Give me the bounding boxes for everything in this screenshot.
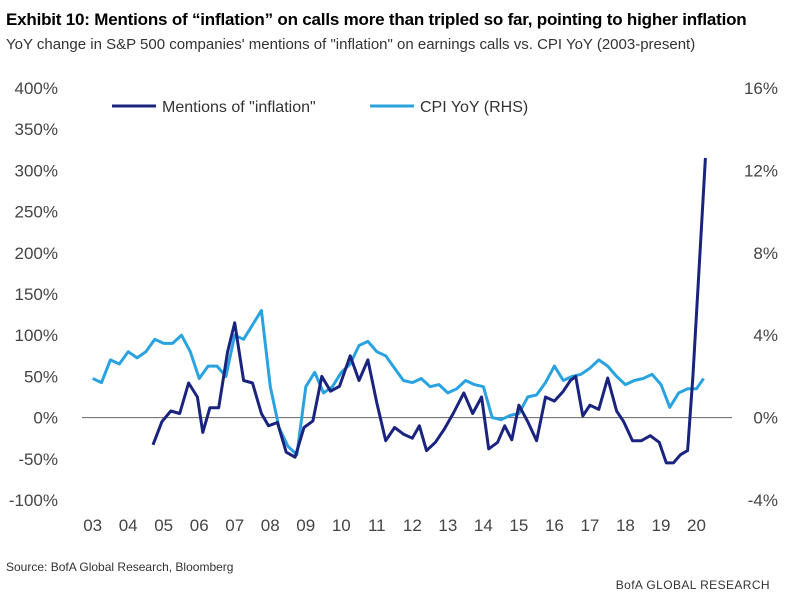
- series-line-mentions: [151, 157, 707, 465]
- y-left-tick-label: 0%: [33, 409, 58, 428]
- right-axis: 16% 12% 8% 4% 0% -4%: [744, 79, 778, 510]
- x-tick-label: 16: [545, 516, 564, 535]
- x-tick-label: 15: [509, 516, 528, 535]
- y-right-tick-label: 16%: [744, 79, 778, 98]
- x-tick-label: 13: [438, 516, 457, 535]
- y-right-tick-label: 8%: [753, 244, 778, 263]
- legend-entry: CPI YoY (RHS): [420, 99, 528, 116]
- x-tick-label: 17: [580, 516, 599, 535]
- y-right-tick-label: 4%: [753, 326, 778, 345]
- x-tick-label: 11: [368, 516, 386, 535]
- legend: Mentions of "inflation" CPI YoY (RHS): [112, 99, 528, 116]
- y-left-tick-label: -50%: [18, 450, 58, 469]
- x-tick-label: 07: [225, 516, 244, 535]
- source-note: Source: BofA Global Research, Bloomberg: [6, 560, 234, 574]
- y-left-tick-label: -100%: [9, 491, 58, 510]
- x-tick-label: 06: [190, 516, 209, 535]
- y-right-tick-label: 12%: [744, 161, 778, 180]
- x-tick-label: 18: [616, 516, 635, 535]
- x-tick-label: 19: [652, 516, 671, 535]
- brand-label: BofA GLOBAL RESEARCH: [615, 578, 770, 592]
- x-tick-label: 05: [154, 516, 173, 535]
- y-right-tick-label: -4%: [748, 491, 778, 510]
- x-tick-label: 14: [474, 516, 493, 535]
- y-left-tick-label: 350%: [15, 120, 58, 139]
- y-left-tick-label: 200%: [15, 244, 58, 263]
- chart-subtitle: YoY change in S&P 500 companies' mention…: [6, 36, 696, 53]
- legend-entry: Mentions of "inflation": [162, 99, 316, 116]
- y-left-tick-label: 150%: [15, 285, 58, 304]
- x-axis: 03 04 05 06 07 08 09 10 11 12 13 14 15 16 17 18 19 20: [83, 516, 706, 535]
- y-left-tick-label: 400%: [15, 79, 58, 98]
- x-tick-label: 04: [119, 516, 138, 535]
- y-left-tick-label: 250%: [15, 203, 58, 222]
- y-left-tick-label: 300%: [15, 161, 58, 180]
- y-right-tick-label: 0%: [753, 409, 778, 428]
- series-line-cpi: [92, 309, 705, 457]
- left-axis: 400% 350% 300% 250% 200% 150% 100% 50% 0% -50% -10…: [9, 79, 58, 510]
- x-tick-label: 10: [332, 516, 351, 535]
- y-left-tick-label: 100%: [15, 326, 58, 345]
- x-tick-label: 12: [403, 516, 422, 535]
- x-tick-label: 08: [261, 516, 280, 535]
- x-tick-label: 03: [83, 516, 102, 535]
- x-tick-label: 09: [296, 516, 315, 535]
- chart-title: Exhibit 10: Mentions of “inflation” on c…: [6, 10, 747, 29]
- y-left-tick-label: 50%: [24, 367, 58, 386]
- x-tick-label: 20: [687, 516, 706, 535]
